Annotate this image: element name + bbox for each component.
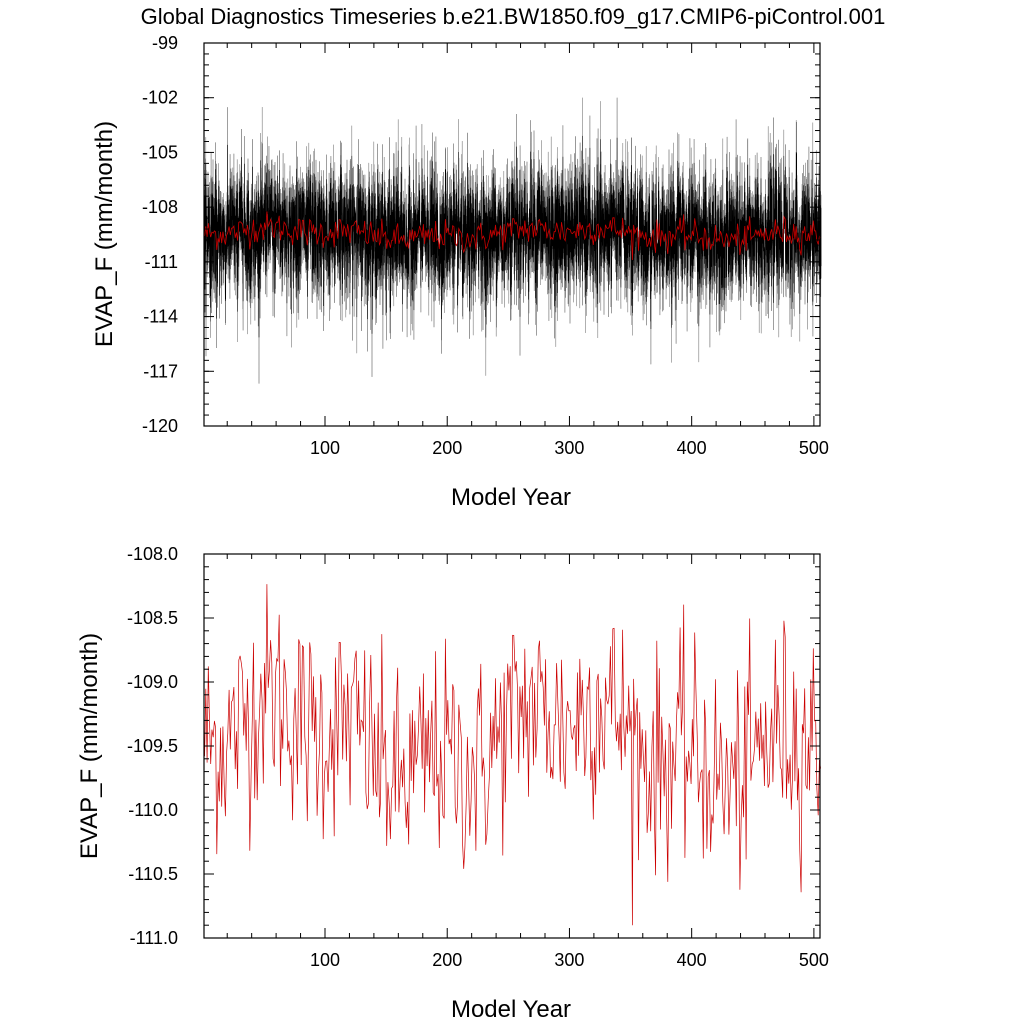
top-y-tick-label: -99 [152,33,178,53]
top-y-tick-label: -105 [142,142,178,162]
bottom-y-tick-label: -110.5 [128,864,178,884]
top-panel-x-axis-label: Model Year [451,484,571,511]
top-y-tick-label: -114 [143,307,178,327]
top-x-tick-label: 500 [799,438,829,458]
bottom-panel-y-axis-label: EVAP_F (mm/month) [76,633,103,859]
bottom-y-tick-label: -109.5 [127,736,178,756]
bottom-panel-series [204,584,821,926]
top-y-tick-label: -120 [142,416,178,436]
annual-mean-series-line [204,584,821,926]
bottom-y-tick-label: -108.0 [127,544,178,564]
bottom-panel-annual-timeseries: 100 200 300 400 500 -108.0 -108.5 -109.0 -109.5 -… [76,544,829,1023]
bottom-x-tick-label: 100 [310,950,340,970]
bottom-panel-ticks: 100 200 300 400 500 -108.0 -108.5 -109.0 -109.5 -… [127,544,829,970]
top-y-tick-label: -111 [145,252,178,272]
bottom-x-tick-label: 400 [677,950,707,970]
top-y-tick-label: -117 [143,361,178,381]
top-panel-series [203,97,822,384]
top-y-tick-label: -108 [142,197,178,217]
bottom-x-tick-label: 300 [554,950,584,970]
top-panel-monthly-timeseries: 100 200 300 400 500 -99 -102 -105 -108 -111 -114 -1… [91,33,829,511]
top-panel-y-axis-label: EVAP_F (mm/month) [91,121,118,347]
bottom-x-tick-label: 500 [799,950,829,970]
top-x-tick-label: 300 [554,438,584,458]
top-x-tick-label: 100 [310,438,340,458]
bottom-x-tick-label: 200 [432,950,462,970]
bottom-y-tick-label: -108.5 [127,608,178,628]
top-panel-frame [203,42,821,427]
top-y-tick-label: -102 [142,88,178,108]
bottom-y-tick-label: -109.0 [127,672,178,692]
top-x-tick-label: 400 [677,438,707,458]
bottom-y-tick-label: -110.0 [128,800,178,820]
figure-title: Global Diagnostics Timeseries b.e21.BW18… [141,4,886,29]
annual-mean-series-line [204,211,821,261]
bottom-y-tick-label: -111.0 [130,928,178,948]
bottom-panel-x-axis-label: Model Year [451,996,571,1023]
top-x-tick-label: 200 [432,438,462,458]
top-panel-ticks: 100 200 300 400 500 -99 -102 -105 -108 -111 -114 -1… [142,33,829,458]
